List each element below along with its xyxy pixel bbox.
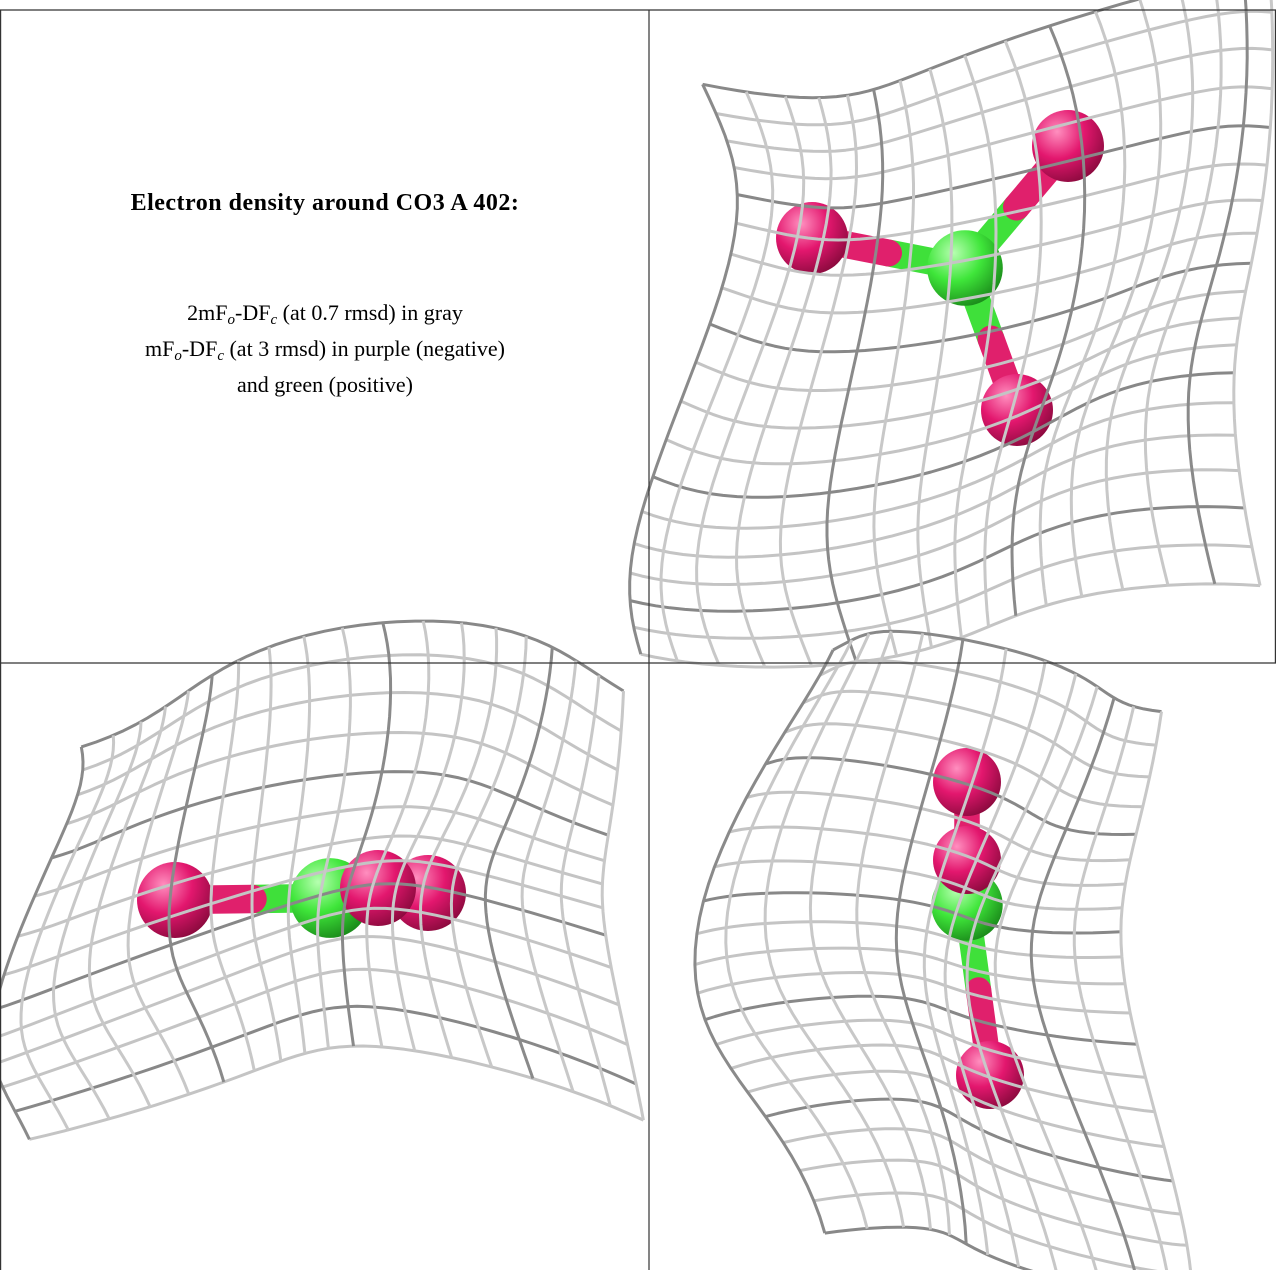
table-grid: [0, 9, 1276, 1270]
caption-legend: 2mFo-DFc (at 0.7 rmsd) in gray mFo-DFc (a…: [10, 295, 640, 403]
caption-cell: Electron density around CO3 A 402: 2mFo-…: [10, 190, 640, 403]
mesh-line: [695, 95, 806, 666]
subscript: c: [270, 312, 278, 328]
mesh-line: [449, 636, 528, 1068]
mesh-line: [341, 622, 393, 1047]
mesh-line: [659, 91, 775, 662]
mesh-line: [704, 994, 1138, 1046]
text-run: 2mF: [187, 300, 228, 325]
mesh-line: [735, 97, 833, 668]
oxygen-atom: [340, 850, 416, 926]
mesh-line: [419, 627, 499, 1059]
mesh-line: [52, 721, 143, 1120]
carbon-atom: [927, 230, 1003, 306]
mesh-line: [209, 660, 256, 1072]
mesh-line: [600, 690, 645, 1121]
mesh-line: [1119, 711, 1192, 1270]
mesh-line: [365, 620, 431, 1048]
oxygen-atom: [933, 748, 1001, 816]
legend-line: mFo-DFc (at 3 rmsd) in purple (negative): [10, 331, 640, 367]
density-mesh: [0, 619, 645, 1141]
mesh-line: [1038, 11, 1127, 606]
mesh-line: [872, 80, 915, 657]
carbonate-model: [137, 850, 466, 938]
mesh-line: [126, 690, 191, 1095]
mesh-line: [390, 622, 466, 1052]
mesh-line: [965, 673, 1078, 1270]
text-run: (at 0.7 rmsd) in gray: [277, 300, 463, 325]
mesh-line: [765, 1097, 1174, 1183]
mesh-line: [855, 632, 951, 1236]
legend-line: 2mFo-DFc (at 0.7 rmsd) in gray: [10, 295, 640, 331]
mesh-line: [730, 1043, 1155, 1114]
mesh-line: [894, 639, 968, 1244]
mesh-line: [1232, 0, 1275, 586]
mesh-line: [922, 648, 1008, 1256]
mesh-line: [633, 543, 1252, 640]
mesh-line: [763, 632, 906, 1228]
mesh-line: [1069, 0, 1163, 597]
mesh-line: [520, 660, 578, 1093]
subscript: c: [217, 348, 224, 364]
mesh-line: [87, 706, 167, 1108]
mesh-line: [286, 635, 312, 1054]
mesh-line: [559, 675, 612, 1107]
text-run: mF: [145, 336, 175, 361]
mesh-line: [983, 40, 1043, 627]
density-mesh: [693, 629, 1192, 1270]
density-mesh: [628, 0, 1275, 669]
mesh-line: [943, 660, 1047, 1268]
mesh-line: [808, 630, 932, 1230]
mesh-line: [1010, 25, 1087, 616]
caption-title: Electron density around CO3 A 402:: [130, 190, 520, 216]
mesh-line: [665, 343, 1237, 466]
mesh-line: [250, 646, 283, 1062]
subscript: o: [174, 348, 182, 364]
mesh-line: [19, 735, 116, 1131]
subscript: o: [227, 312, 236, 328]
mesh-line: [1072, 706, 1169, 1270]
oxygen-atom: [137, 862, 213, 938]
mesh-line: [167, 675, 226, 1083]
text-run: -DF: [235, 300, 271, 325]
mesh-line: [316, 627, 352, 1049]
text-run: and green (positive): [237, 372, 413, 397]
text-run: -DF: [181, 336, 218, 361]
mesh-line: [825, 89, 885, 663]
mesh-line: [29, 1044, 645, 1141]
oxygen-atom: [1032, 110, 1104, 182]
mesh-line: [483, 647, 554, 1079]
text-run: (at 3 rmsd) in purple (negative): [223, 336, 505, 361]
mesh-line: [778, 94, 858, 667]
mesh-line: [1186, 0, 1249, 585]
mesh-line: [1143, 0, 1223, 586]
mesh-line: [916, 68, 954, 648]
mesh-line: [1029, 697, 1136, 1270]
legend-line: and green (positive): [10, 367, 640, 403]
mesh-line: [2, 967, 629, 1089]
mesh-line: [724, 639, 869, 1229]
mesh-line: [693, 649, 835, 1234]
mesh-line: [813, 1191, 1158, 1270]
mesh-line: [993, 686, 1099, 1270]
mesh-line: [628, 83, 739, 655]
mesh-line: [640, 582, 1261, 669]
mesh-line: [953, 55, 998, 638]
mesh-line: [1104, 0, 1195, 590]
